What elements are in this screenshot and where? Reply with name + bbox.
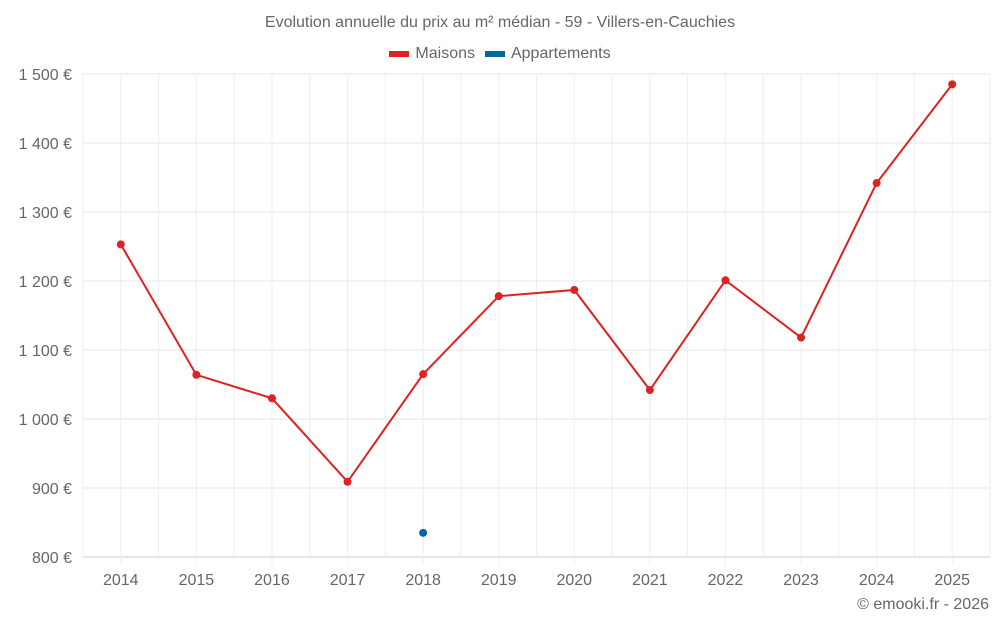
x-tick-label: 2023 (783, 572, 819, 589)
y-tick-label: 1 200 € (19, 274, 72, 291)
maisons-swatch-icon (389, 51, 410, 57)
legend-label-maisons: Maisons (415, 45, 475, 62)
data-point[interactable] (192, 370, 201, 379)
y-tick-label: 1 300 € (19, 205, 72, 222)
x-tick-label: 2020 (556, 572, 592, 589)
data-point[interactable] (645, 386, 654, 395)
legend: Maisons Appartements (0, 45, 1000, 63)
y-tick-label: 1 000 € (19, 412, 72, 429)
x-tick-label: 2021 (632, 572, 668, 589)
series-line-maisons (119, 83, 954, 484)
data-point[interactable] (419, 528, 428, 537)
x-tick-label: 2022 (708, 572, 744, 589)
x-tick-label: 2015 (179, 572, 215, 589)
data-point[interactable] (116, 240, 125, 249)
x-tick-label: 2018 (405, 572, 441, 589)
x-tick-label: 2024 (859, 572, 895, 589)
y-tick-label: 900 € (32, 481, 72, 498)
data-point[interactable] (570, 285, 579, 294)
legend-label-appartements: Appartements (510, 45, 611, 62)
legend-item-appartements[interactable]: Appartements (484, 45, 611, 63)
data-point[interactable] (721, 276, 730, 285)
data-point[interactable] (948, 80, 957, 89)
y-tick-label: 800 € (32, 550, 72, 567)
x-tick-label: 2019 (481, 572, 517, 589)
y-tick-label: 1 100 € (19, 343, 72, 360)
x-tick-label: 2017 (330, 572, 366, 589)
data-point[interactable] (872, 179, 881, 188)
data-point[interactable] (494, 292, 503, 301)
data-point[interactable] (343, 477, 352, 486)
data-point[interactable] (267, 394, 276, 403)
chart-title: Evolution annuelle du prix au m² médian … (264, 14, 736, 31)
data-point[interactable] (419, 370, 428, 379)
credit: © emooki.fr - 2026 (857, 596, 989, 613)
x-tick-label: 2025 (934, 572, 970, 589)
y-tick-label: 1 400 € (19, 136, 72, 153)
appartements-swatch-icon (484, 51, 505, 57)
x-tick-label: 2016 (254, 572, 290, 589)
x-tick-label: 2014 (103, 572, 139, 589)
legend-item-maisons[interactable]: Maisons (389, 45, 475, 63)
y-tick-label: 1 500 € (19, 67, 72, 84)
data-point[interactable] (797, 333, 806, 342)
